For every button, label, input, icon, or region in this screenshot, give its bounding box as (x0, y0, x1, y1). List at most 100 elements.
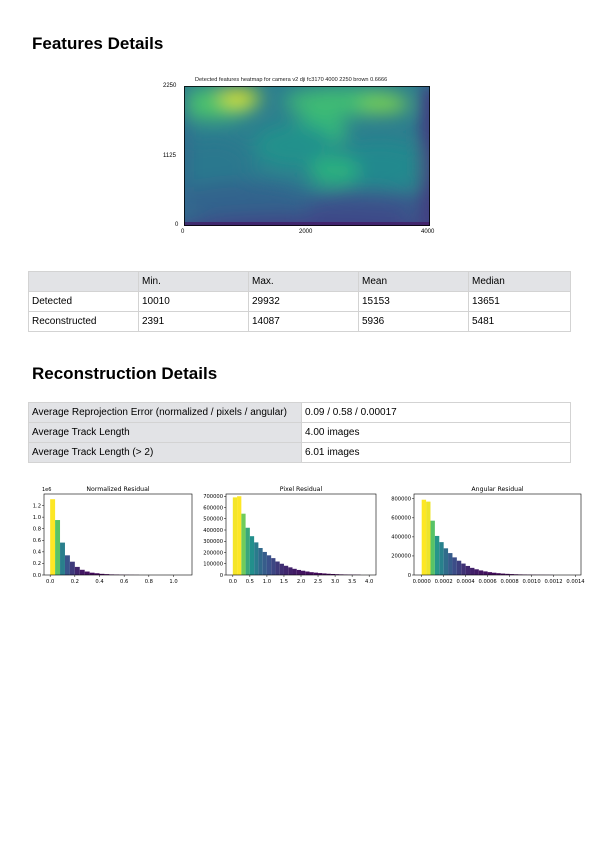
histogram-bar (465, 565, 471, 575)
table-row: Average Reprojection Error (normalized /… (28, 402, 571, 423)
y-tick-label: 0.8 (33, 527, 41, 533)
x-tick-label: 4.0 (365, 579, 373, 585)
table-cell: Detected (28, 291, 139, 312)
histogram-bar (456, 560, 462, 575)
table-cell: 29932 (248, 291, 359, 312)
histogram-bar (279, 563, 284, 575)
histogram-bar (266, 555, 272, 575)
table-label-cell: Average Reprojection Error (normalized /… (28, 402, 302, 423)
table-header-row: Min. Max. Mean Median (28, 271, 571, 292)
x-tick-label: 0.0012 (544, 579, 562, 585)
histogram-bar (426, 501, 431, 575)
histogram-bar (513, 574, 519, 575)
x-tick-label: 0.5 (246, 579, 254, 585)
histogram-bar (330, 573, 336, 575)
histogram-bar (237, 496, 242, 575)
histogram-bar (89, 572, 95, 575)
x-tick-label: 0.6 (120, 579, 128, 585)
histogram-bar (288, 567, 293, 575)
histogram-bar (470, 567, 475, 575)
table-row: Reconstructed 2391 14087 5936 5481 (28, 311, 571, 332)
chart-title: Angular Residual (471, 486, 523, 493)
y-tick-label: 100000 (203, 562, 223, 568)
x-tick-label: 1.0 (263, 579, 271, 585)
x-tick-label: 1.0 (169, 579, 177, 585)
x-tick-label: 0.0 (46, 579, 54, 585)
y-tick-label: 600000 (203, 505, 223, 511)
histogram-bar (271, 558, 276, 575)
reconstruction-table: Average Reprojection Error (normalized /… (28, 402, 571, 463)
histogram-bar (509, 574, 514, 575)
histogram-bar (69, 561, 75, 575)
header-cell: Median (468, 271, 571, 292)
x-tick-label: 0.0002 (435, 579, 453, 585)
table-cell: Reconstructed (28, 311, 139, 332)
histogram-bar (430, 520, 435, 575)
y-tick-label: 1.0 (33, 515, 41, 521)
x-tick-label: 0.0010 (522, 579, 540, 585)
y-tick-label: 400000 (391, 535, 411, 541)
histogram-bar (309, 572, 314, 575)
histogram-bar (461, 563, 466, 575)
histogram-bar (478, 570, 484, 575)
chart-title: Pixel Residual (280, 486, 323, 493)
histogram-bar (292, 568, 297, 575)
x-tick-label: 3.5 (348, 579, 356, 585)
normalized-residual-histogram: Normalized Residual 1e6 0.0 0.2 0.4 0.6 0.8 1.0… (33, 486, 193, 585)
histogram-bar (64, 555, 70, 575)
heatmap-x-tick: 2000 (299, 229, 313, 235)
table-row: Average Track Length (> 2) 6.01 images (28, 442, 571, 463)
histogram-bar (318, 573, 323, 575)
histogram-bar (487, 572, 493, 575)
histogram-bar (443, 548, 449, 575)
table-cell: 4.00 images (301, 422, 571, 443)
x-tick-label: 0.8 (145, 579, 153, 585)
table-cell: 0.09 / 0.58 / 0.00017 (301, 402, 571, 423)
y-tick-label: 400000 (203, 528, 223, 534)
histogram-bar (79, 569, 85, 575)
header-cell: Mean (358, 271, 469, 292)
histogram-bar (245, 527, 250, 575)
heatmap (184, 86, 430, 226)
axis-offset-label: 1e6 (42, 487, 51, 493)
chart-title: Normalized Residual (86, 486, 149, 493)
histogram-bar (305, 571, 310, 575)
header-cell: Max. (248, 271, 359, 292)
histogram-bar (448, 553, 453, 575)
histogram-bar (232, 497, 238, 575)
histogram-bar (258, 548, 263, 575)
histogram-bar (254, 542, 259, 575)
histogram-bar (99, 573, 105, 575)
table-cell: 6.01 images (301, 442, 571, 463)
features-table: Min. Max. Mean Median Detected 10010 299… (28, 271, 571, 332)
angular-residual-histogram: Angular Residual 0 200000 400000 600000 80000… (391, 486, 585, 585)
table-cell: 13651 (468, 291, 571, 312)
histogram-bar (439, 542, 444, 575)
histogram-bar (313, 572, 319, 575)
histogram-bar (241, 513, 246, 575)
table-cell: 5936 (358, 311, 469, 332)
y-tick-label: 0.4 (33, 550, 42, 556)
y-tick-label: 1.2 (33, 503, 41, 509)
heatmap-y-tick: 2250 (163, 83, 177, 89)
histogram-bar (60, 542, 65, 575)
histogram-bar (492, 572, 497, 575)
heatmap-x-tick: 0 (181, 229, 185, 235)
histogram-bar (301, 570, 306, 575)
histogram-bar (84, 571, 90, 575)
table-label-cell: Average Track Length (28, 422, 302, 443)
heatmap-x-tick: 4000 (421, 229, 435, 235)
x-tick-label: 0.0000 (413, 579, 431, 585)
pixel-residual-histogram: Pixel Residual 0 100000 200000 300000 400000 5… (203, 486, 377, 585)
y-tick-label: 600000 (391, 516, 411, 522)
y-tick-label: 0.6 (33, 538, 41, 544)
histogram-bar (421, 499, 427, 575)
plot-frame (43, 493, 193, 576)
plot-frame (413, 493, 582, 576)
histogram-bar (55, 520, 61, 575)
heatmap-y-tick: 1125 (163, 153, 176, 159)
histogram-bar (322, 573, 327, 575)
y-tick-label: 0 (408, 573, 411, 579)
histogram-bar (339, 574, 344, 575)
x-tick-label: 1.5 (280, 579, 288, 585)
